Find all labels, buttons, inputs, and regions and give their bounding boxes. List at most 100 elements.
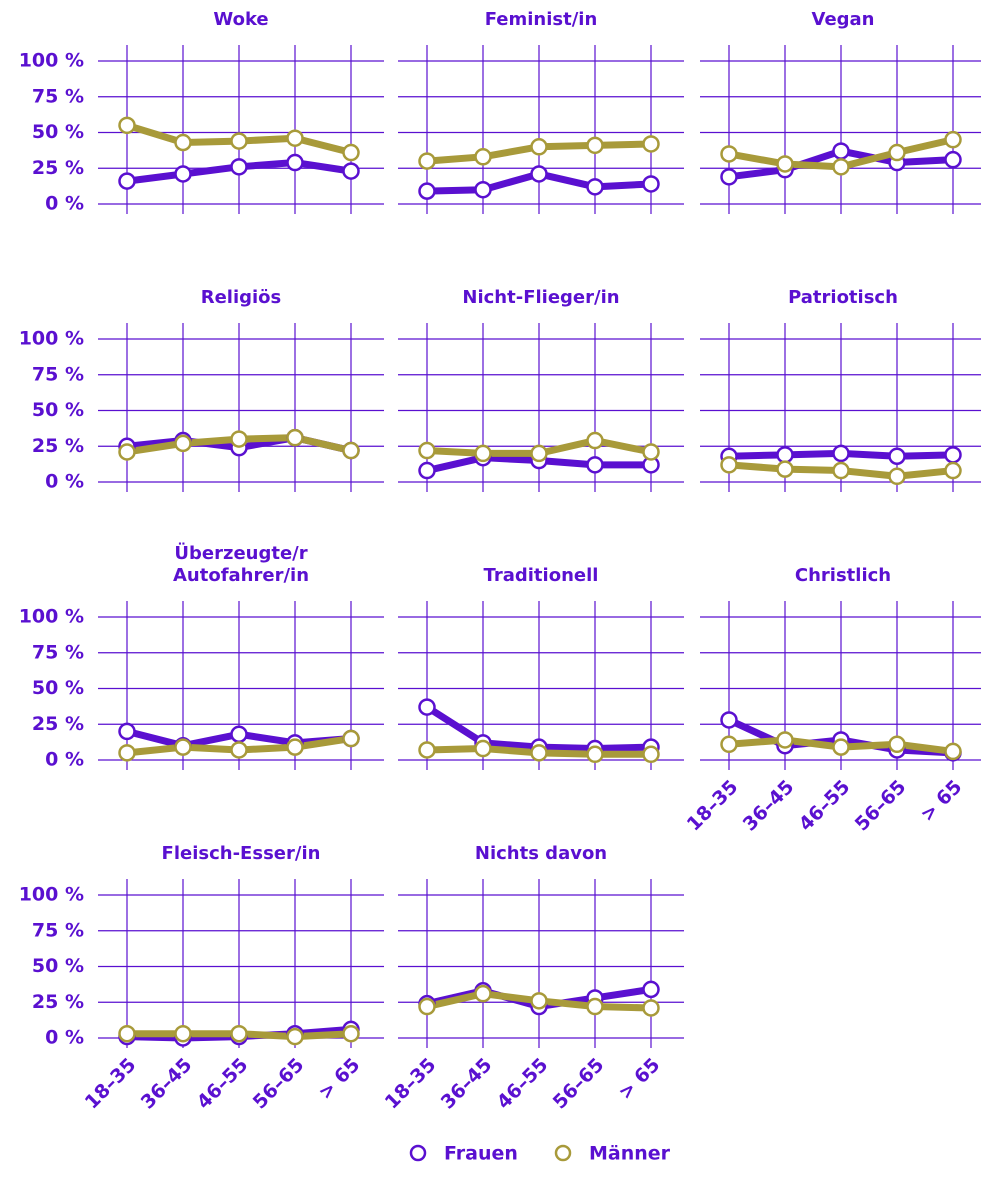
point	[888, 735, 906, 754]
point	[832, 158, 850, 176]
point	[530, 992, 548, 1010]
point	[586, 136, 604, 155]
point	[720, 168, 738, 186]
x-tick-label: > 65	[314, 1054, 364, 1104]
panel-title: Woke	[213, 9, 269, 30]
point	[118, 722, 136, 741]
panel-title: Fleisch-Esser/in	[161, 843, 321, 864]
point	[720, 456, 738, 474]
point	[174, 738, 192, 756]
legend-marker	[554, 1144, 572, 1162]
point	[174, 133, 192, 152]
y-tick-label: 25 %	[32, 435, 84, 457]
point	[342, 729, 360, 748]
x-tick-label: 18–35	[683, 776, 743, 836]
y-tick-label: 100 %	[19, 328, 84, 350]
point	[720, 145, 738, 163]
point	[342, 441, 360, 460]
point	[230, 741, 248, 759]
legend-marker	[409, 1144, 427, 1162]
point	[174, 434, 192, 453]
x-tick-label: 46–55	[795, 776, 855, 836]
panel-title: Christlich	[794, 565, 892, 586]
y-tick-label: 0 %	[45, 471, 84, 493]
point	[418, 741, 436, 759]
y-tick-label: 75 %	[32, 641, 84, 663]
point	[230, 132, 248, 150]
point	[720, 711, 738, 729]
point	[586, 431, 604, 450]
x-tick-label: 18–35	[81, 1054, 141, 1114]
y-tick-label: 75 %	[32, 363, 84, 385]
point	[342, 162, 360, 180]
panel-title: Traditionell	[483, 565, 599, 586]
panel-title: Vegan	[811, 9, 875, 30]
point	[832, 142, 850, 160]
point	[418, 152, 436, 170]
point	[832, 444, 850, 463]
point	[642, 443, 660, 461]
x-tick-label: 46–55	[493, 1054, 553, 1114]
x-tick-label: > 65	[614, 1054, 664, 1104]
point	[342, 1024, 360, 1043]
point	[530, 744, 548, 762]
x-tick-label: 36–45	[437, 1054, 497, 1114]
point	[642, 135, 660, 153]
point	[174, 1024, 192, 1043]
y-tick-label: 50 %	[32, 955, 84, 977]
point	[944, 446, 962, 464]
point	[888, 467, 906, 486]
x-tick-label: 18–35	[381, 1054, 441, 1114]
point	[286, 738, 304, 756]
point	[586, 178, 604, 196]
panel-title: Überzeugte/r Autofahrer/in	[172, 543, 310, 586]
point	[944, 461, 962, 480]
point	[776, 731, 794, 749]
y-tick-label: 100 %	[19, 50, 84, 72]
point	[530, 165, 548, 183]
point	[776, 460, 794, 478]
point	[720, 735, 738, 754]
point	[642, 175, 660, 193]
y-tick-label: 25 %	[32, 713, 84, 735]
point	[342, 143, 360, 162]
point	[474, 739, 492, 758]
x-tick-label: 56–65	[851, 776, 911, 836]
point	[230, 1024, 248, 1043]
point	[418, 461, 436, 480]
y-tick-label: 100 %	[19, 606, 84, 628]
point	[642, 999, 660, 1017]
point	[832, 461, 850, 480]
x-tick-label: 56–65	[549, 1054, 609, 1114]
point	[642, 980, 660, 999]
point	[586, 997, 604, 1016]
y-tick-label: 25 %	[32, 991, 84, 1013]
point	[118, 744, 136, 762]
x-tick-label: 46–55	[193, 1054, 253, 1114]
panel-title: Religiös	[200, 287, 282, 308]
point	[530, 444, 548, 463]
x-tick-label: 36–45	[739, 776, 799, 836]
point	[776, 446, 794, 464]
legend-label: Männer	[589, 1143, 671, 1165]
x-tick-label: 36–45	[137, 1054, 197, 1114]
point	[118, 1024, 136, 1043]
point	[418, 698, 436, 716]
point	[286, 428, 304, 447]
point	[776, 155, 794, 173]
panel-title: Nichts davon	[474, 843, 608, 864]
y-tick-label: 50 %	[32, 399, 84, 421]
x-tick-label: 56–65	[249, 1054, 309, 1114]
point	[888, 447, 906, 466]
point	[530, 138, 548, 156]
point	[230, 158, 248, 176]
point	[418, 182, 436, 200]
panel-title: Feminist/in	[484, 9, 598, 30]
point	[418, 997, 436, 1016]
point	[944, 130, 962, 149]
y-tick-label: 0 %	[45, 1027, 84, 1049]
point	[586, 745, 604, 764]
y-tick-label: 75 %	[32, 85, 84, 107]
